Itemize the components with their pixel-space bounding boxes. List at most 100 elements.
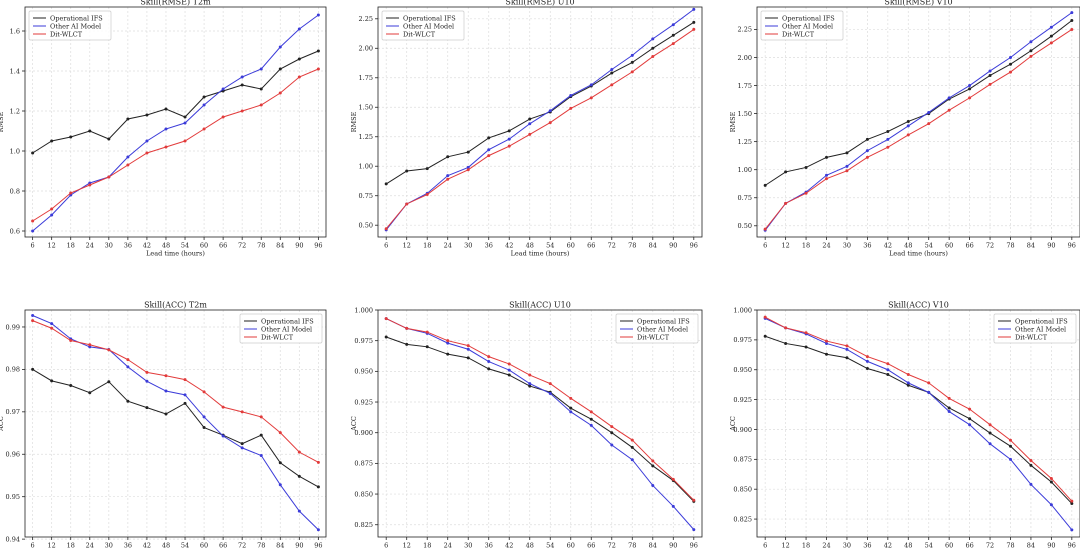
x-tick-label: 96 xyxy=(1068,242,1076,250)
data-point xyxy=(1049,503,1053,507)
data-point xyxy=(466,165,470,169)
data-point xyxy=(845,169,849,173)
data-point xyxy=(425,167,429,171)
data-point xyxy=(1008,438,1012,442)
data-point xyxy=(164,127,168,131)
data-point xyxy=(240,446,244,450)
x-tick-label: 54 xyxy=(181,542,189,549)
y-tick-label: 1.2 xyxy=(10,107,20,115)
x-tick-label: 30 xyxy=(464,242,472,250)
x-tick-label: 12 xyxy=(48,542,56,549)
y-tick-label: 0.825 xyxy=(354,521,373,529)
data-point xyxy=(221,434,225,438)
data-point xyxy=(466,347,470,351)
y-tick-label: 0.925 xyxy=(733,396,752,404)
legend-label: Operational IFS xyxy=(261,317,314,325)
data-point xyxy=(31,319,35,323)
data-point xyxy=(50,326,54,330)
data-point xyxy=(927,390,931,394)
series-line xyxy=(385,318,695,501)
data-point xyxy=(630,53,634,57)
data-point xyxy=(784,170,788,174)
x-tick-label: 72 xyxy=(238,242,246,250)
series-line xyxy=(32,14,319,232)
data-point xyxy=(240,442,244,446)
data-point xyxy=(1008,444,1012,448)
data-point xyxy=(528,373,532,377)
data-point xyxy=(259,454,263,458)
x-tick-label: 42 xyxy=(143,542,151,549)
data-point xyxy=(610,68,614,72)
y-axis-label: ACC xyxy=(0,416,5,432)
x-tick-label: 12 xyxy=(403,542,411,549)
x-tick-label: 18 xyxy=(423,542,431,549)
x-tick-label: 72 xyxy=(608,542,616,549)
y-tick-label: 0.950 xyxy=(733,366,752,374)
data-point xyxy=(240,75,244,79)
data-point xyxy=(988,73,992,77)
plot-frame xyxy=(756,309,1080,538)
data-point xyxy=(316,13,320,17)
data-point xyxy=(487,136,491,140)
chart-title: Skill(RMSE) V10 xyxy=(884,0,952,7)
x-tick-label: 78 xyxy=(1006,542,1014,549)
data-point xyxy=(865,359,869,363)
data-point xyxy=(692,528,696,532)
data-point xyxy=(145,151,149,155)
data-point xyxy=(31,314,35,318)
x-tick-label: 72 xyxy=(986,242,994,250)
data-point xyxy=(88,391,92,395)
data-point xyxy=(446,174,450,178)
x-tick-label: 54 xyxy=(925,242,933,250)
x-tick-label: 96 xyxy=(1068,542,1076,549)
data-point xyxy=(69,135,73,139)
data-point xyxy=(221,115,225,119)
chart-panel-6: 0.825 0.850 0.875 0.900 0.925 0.950 0.975 1.000… xyxy=(729,301,1080,549)
data-point xyxy=(845,347,849,351)
data-point xyxy=(507,362,511,366)
data-point xyxy=(651,459,655,463)
data-point xyxy=(988,431,992,435)
y-tick-label: 1.75 xyxy=(738,82,752,90)
data-point xyxy=(610,71,614,75)
data-point xyxy=(183,121,187,125)
data-point xyxy=(259,103,263,107)
data-point xyxy=(446,155,450,159)
x-tick-label: 6 xyxy=(763,242,767,250)
x-axis-label: Lead time (hours) xyxy=(889,250,948,258)
data-point xyxy=(906,133,910,137)
y-tick-label: 2.00 xyxy=(738,54,752,62)
y-tick-label: 1.50 xyxy=(738,110,752,118)
data-point xyxy=(507,373,511,377)
x-tick-label: 48 xyxy=(162,242,170,250)
data-point xyxy=(183,139,187,143)
series-line xyxy=(764,316,1073,502)
legend-label: Other AI Model xyxy=(50,22,101,30)
x-tick-label: 42 xyxy=(505,242,513,250)
data-point xyxy=(466,150,470,154)
x-tick-label: 6 xyxy=(384,542,388,549)
data-point xyxy=(784,201,788,205)
legend-label: Other AI Model xyxy=(261,325,312,333)
x-tick-label: 90 xyxy=(669,242,677,250)
data-point xyxy=(384,317,388,321)
y-tick-label: 1.00 xyxy=(359,163,373,171)
data-point xyxy=(69,384,73,388)
series-line xyxy=(764,29,1073,230)
data-point xyxy=(297,27,301,31)
x-tick-label: 48 xyxy=(526,542,534,549)
y-tick-label: 2.25 xyxy=(359,15,373,23)
data-point xyxy=(278,431,282,435)
y-tick-label: 0.875 xyxy=(354,460,373,468)
legend-box xyxy=(239,313,323,344)
x-axis-label: Lead time (hours) xyxy=(146,250,205,258)
x-tick-label: 36 xyxy=(863,242,871,250)
chart-panel-2: 0.50 0.75 1.00 1.25 1.50 1.75 2.00 2.25 6 12 18 24 3… xyxy=(350,0,703,258)
data-point xyxy=(865,355,869,359)
data-point xyxy=(589,417,593,421)
series-line xyxy=(385,318,695,530)
y-tick-label: 1.4 xyxy=(10,67,20,75)
data-point xyxy=(183,115,187,119)
